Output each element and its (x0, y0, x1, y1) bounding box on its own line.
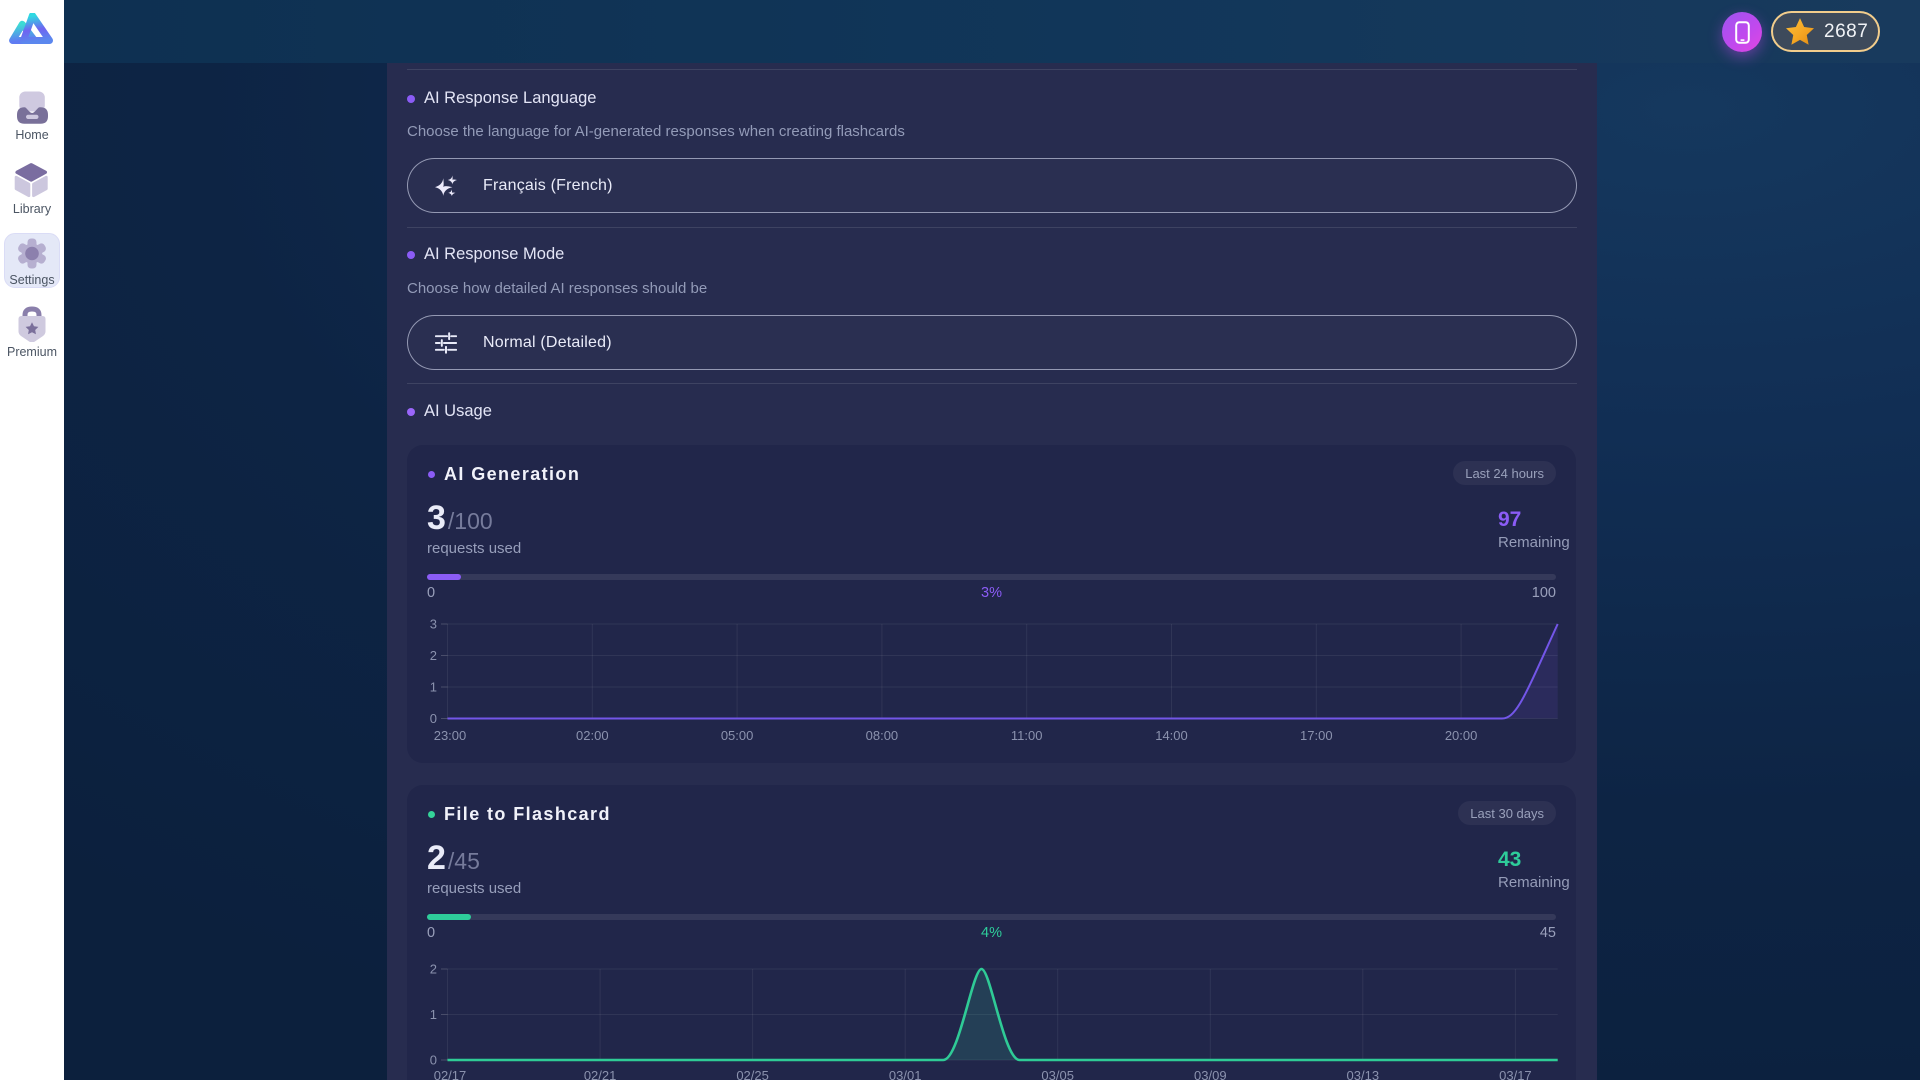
svg-text:0: 0 (430, 1053, 437, 1068)
svg-text:2: 2 (430, 962, 437, 977)
svg-text:08:00: 08:00 (866, 728, 899, 743)
svg-text:1: 1 (430, 680, 437, 695)
svg-text:20:00: 20:00 (1445, 728, 1478, 743)
svg-text:03/13: 03/13 (1347, 1068, 1380, 1080)
svg-text:03/09: 03/09 (1194, 1068, 1227, 1080)
svg-text:03/17: 03/17 (1499, 1068, 1532, 1080)
svg-text:11:00: 11:00 (1011, 728, 1043, 743)
svg-text:1: 1 (430, 1007, 437, 1022)
svg-text:02/17: 02/17 (434, 1068, 467, 1080)
svg-text:17:00: 17:00 (1300, 728, 1333, 743)
svg-text:03/01: 03/01 (889, 1068, 922, 1080)
svg-text:05:00: 05:00 (721, 728, 754, 743)
svg-text:14:00: 14:00 (1155, 728, 1188, 743)
svg-text:03/05: 03/05 (1041, 1068, 1074, 1080)
svg-text:02:00: 02:00 (576, 728, 609, 743)
svg-text:02/25: 02/25 (736, 1068, 769, 1080)
svg-text:23:00: 23:00 (434, 728, 467, 743)
svg-text:3: 3 (430, 617, 437, 632)
svg-text:2: 2 (430, 648, 437, 663)
svg-text:02/21: 02/21 (584, 1068, 617, 1080)
svg-text:0: 0 (430, 711, 437, 726)
